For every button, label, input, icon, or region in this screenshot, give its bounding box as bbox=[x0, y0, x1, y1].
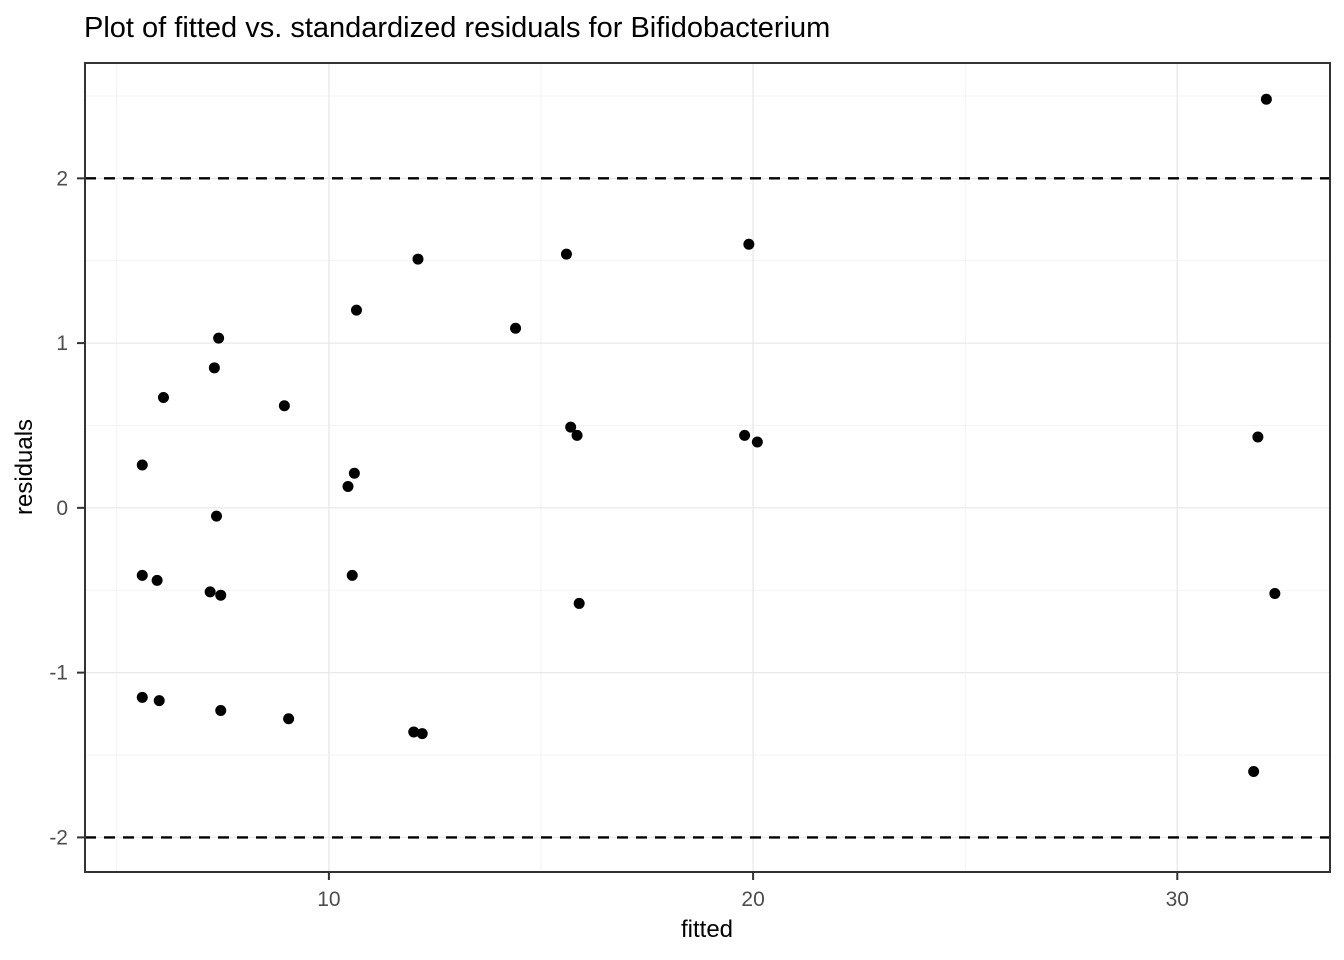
data-point bbox=[739, 429, 751, 441]
x-tick-label: 20 bbox=[741, 888, 764, 911]
data-point bbox=[408, 726, 420, 738]
y-axis-title: residuals bbox=[11, 418, 38, 516]
data-point bbox=[416, 728, 428, 740]
data-point bbox=[278, 400, 290, 412]
data-point bbox=[208, 362, 220, 374]
data-point bbox=[743, 238, 755, 250]
data-point bbox=[151, 574, 163, 586]
y-tick-label: -1 bbox=[49, 662, 68, 685]
data-point bbox=[348, 467, 360, 479]
y-tick-label: 2 bbox=[56, 167, 68, 190]
x-axis-title: fitted bbox=[680, 916, 734, 943]
data-point bbox=[204, 586, 216, 598]
data-point bbox=[1260, 93, 1272, 105]
data-point bbox=[350, 304, 362, 316]
data-point bbox=[283, 713, 295, 725]
data-point bbox=[346, 569, 358, 581]
data-point bbox=[751, 436, 763, 448]
data-point bbox=[565, 421, 577, 433]
y-tick-label: 0 bbox=[56, 497, 68, 520]
y-tick-label: -2 bbox=[49, 826, 68, 849]
data-point bbox=[136, 569, 148, 581]
data-point bbox=[136, 691, 148, 703]
data-point bbox=[1248, 765, 1260, 777]
panel-border bbox=[84, 62, 1331, 873]
data-point bbox=[136, 459, 148, 471]
chart-title: Plot of fitted vs. standardized residual… bbox=[84, 12, 831, 44]
x-tick-label: 30 bbox=[1166, 888, 1189, 911]
y-tick-label: 1 bbox=[56, 332, 68, 355]
data-point bbox=[412, 253, 424, 265]
data-point bbox=[153, 695, 165, 707]
data-point bbox=[342, 480, 354, 492]
data-point bbox=[560, 248, 572, 260]
x-tick-label: 10 bbox=[317, 888, 340, 911]
data-point bbox=[213, 332, 225, 344]
data-point bbox=[510, 322, 522, 334]
data-point bbox=[210, 510, 222, 522]
data-point bbox=[215, 589, 227, 601]
data-point bbox=[215, 705, 227, 717]
data-point bbox=[571, 429, 583, 441]
data-point bbox=[157, 391, 169, 403]
data-point bbox=[573, 597, 585, 609]
data-point bbox=[1269, 588, 1281, 600]
data-point bbox=[1252, 431, 1264, 443]
